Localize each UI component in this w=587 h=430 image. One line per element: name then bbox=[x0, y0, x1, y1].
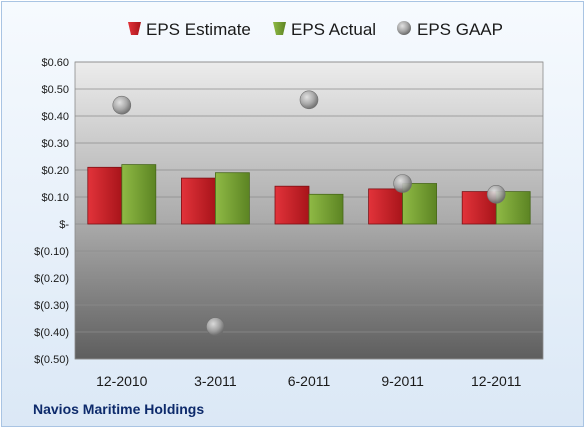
y-tick-label: $(0.30) bbox=[34, 300, 69, 312]
point-eps-gaap bbox=[299, 90, 319, 110]
point-eps-gaap bbox=[393, 174, 412, 193]
legend-swatch-estimate bbox=[128, 22, 141, 35]
y-tick-label: $(0.10) bbox=[34, 246, 69, 258]
y-tick-label: $0.10 bbox=[41, 192, 69, 204]
legend-item-actual: EPS Actual bbox=[273, 20, 376, 39]
bars bbox=[87, 164, 531, 225]
bar-eps-actual bbox=[214, 172, 250, 225]
company-name: Navios Maritime Holdings bbox=[33, 401, 205, 417]
bar-eps-estimate bbox=[368, 188, 404, 225]
y-tick-label: $(0.20) bbox=[34, 273, 69, 285]
legend-label-gaap: EPS GAAP bbox=[417, 20, 503, 39]
legend-label-actual: EPS Actual bbox=[291, 20, 376, 39]
y-tick-label: $0.60 bbox=[41, 57, 69, 69]
y-tick-label: $(0.40) bbox=[34, 327, 69, 339]
x-tick-label: 12-2011 bbox=[471, 373, 522, 389]
bar-eps-actual bbox=[121, 164, 157, 225]
point-eps-gaap bbox=[206, 317, 225, 336]
bar-eps-actual bbox=[308, 193, 344, 225]
y-tick-label: $0.40 bbox=[41, 111, 69, 123]
y-axis-ticks: $0.60 $0.50 $0.40 $0.30 $0.20 $0.10 $- $(0.10) $… bbox=[34, 57, 69, 366]
bar-eps-estimate bbox=[274, 185, 310, 225]
y-tick-label: $0.30 bbox=[41, 138, 69, 150]
x-axis-ticks: 12-2010 3-2011 6-2011 9-2011 12-2011 bbox=[96, 373, 521, 389]
y-tick-label: $(0.50) bbox=[34, 354, 69, 366]
point-eps-gaap bbox=[486, 185, 506, 204]
point-eps-gaap bbox=[112, 95, 132, 115]
legend-label-estimate: EPS Estimate bbox=[146, 20, 251, 39]
legend-item-estimate: EPS Estimate bbox=[128, 20, 251, 39]
x-tick-label: 3-2011 bbox=[194, 373, 237, 389]
legend: EPS Estimate EPS Actual EPS GAAP bbox=[128, 20, 503, 39]
bar-eps-estimate bbox=[87, 166, 123, 225]
legend-item-gaap: EPS GAAP bbox=[397, 20, 503, 39]
y-tick-label: $- bbox=[59, 219, 69, 231]
x-tick-label: 9-2011 bbox=[381, 373, 424, 389]
legend-swatch-gaap bbox=[397, 21, 411, 35]
y-tick-label: $0.20 bbox=[41, 165, 69, 177]
y-tick-label: $0.50 bbox=[41, 84, 69, 96]
gaap-points bbox=[112, 90, 506, 336]
x-tick-label: 12-2010 bbox=[96, 373, 148, 389]
legend-swatch-actual bbox=[273, 22, 286, 35]
bar-eps-estimate bbox=[180, 177, 216, 225]
x-tick-label: 6-2011 bbox=[288, 373, 331, 389]
